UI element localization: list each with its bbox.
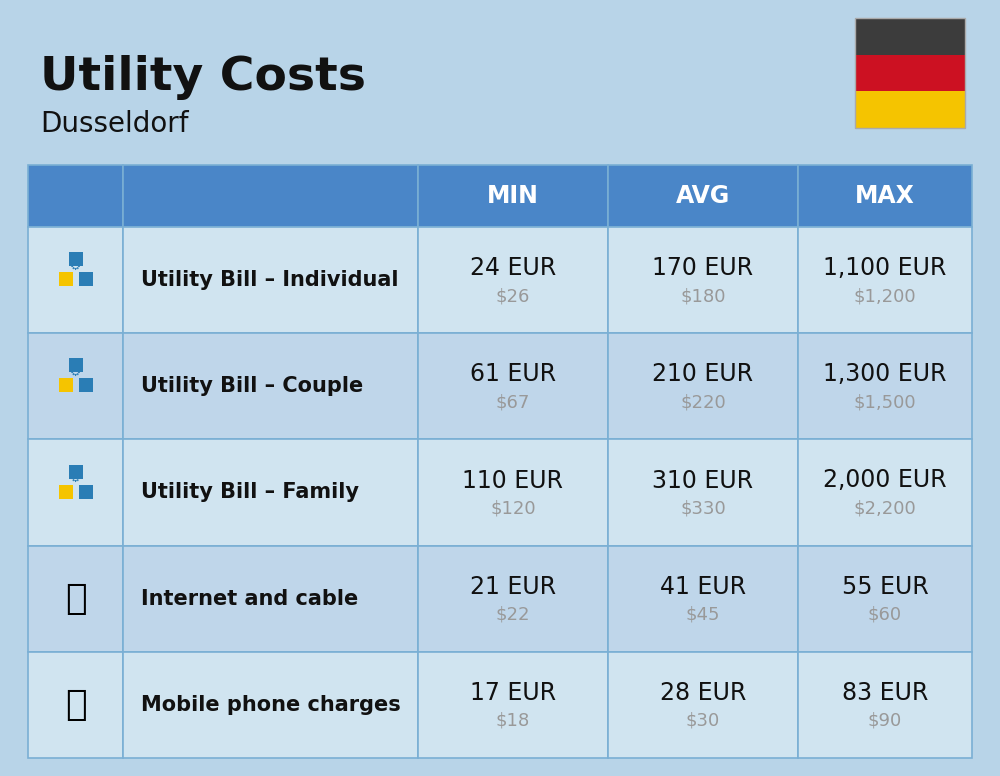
Bar <box>28 227 123 333</box>
Bar <box>68 465 82 479</box>
Bar <box>798 165 972 227</box>
Bar <box>608 333 798 439</box>
Bar <box>123 439 418 546</box>
Text: 24 EUR: 24 EUR <box>470 256 556 280</box>
Bar <box>28 165 123 227</box>
Text: $180: $180 <box>680 287 726 305</box>
Text: 📶: 📶 <box>65 582 86 615</box>
Bar <box>68 252 82 266</box>
Bar <box>855 92 965 128</box>
Text: 310 EUR: 310 EUR <box>652 469 754 493</box>
Bar <box>123 652 418 758</box>
Text: Internet and cable: Internet and cable <box>141 589 358 608</box>
Text: Utility Bill – Individual: Utility Bill – Individual <box>141 270 398 290</box>
Text: 📱: 📱 <box>65 688 86 722</box>
Text: ⚙: ⚙ <box>70 260 81 272</box>
Bar <box>58 484 72 498</box>
Bar <box>68 359 82 372</box>
Text: $26: $26 <box>496 287 530 305</box>
Text: 17 EUR: 17 EUR <box>470 681 556 705</box>
Text: ⚙: ⚙ <box>70 365 81 379</box>
Bar <box>798 227 972 333</box>
Bar <box>123 546 418 652</box>
Bar <box>78 272 92 286</box>
Bar <box>58 379 72 393</box>
Bar <box>608 652 798 758</box>
Bar <box>418 227 608 333</box>
Bar <box>798 439 972 546</box>
Text: 2,000 EUR: 2,000 EUR <box>823 469 947 493</box>
Text: MAX: MAX <box>855 184 915 208</box>
Bar <box>855 54 965 92</box>
Bar <box>608 165 798 227</box>
Bar <box>123 227 418 333</box>
Bar <box>58 272 72 286</box>
Text: $330: $330 <box>680 500 726 518</box>
Text: ⚙: ⚙ <box>70 472 81 485</box>
Bar <box>855 18 965 54</box>
Text: $18: $18 <box>496 712 530 730</box>
Text: Utility Costs: Utility Costs <box>40 55 366 100</box>
Text: $90: $90 <box>868 712 902 730</box>
Text: $1,200: $1,200 <box>854 287 916 305</box>
Text: Utility Bill – Couple: Utility Bill – Couple <box>141 376 363 397</box>
Text: $2,200: $2,200 <box>854 500 916 518</box>
Text: $60: $60 <box>868 606 902 624</box>
Bar <box>608 546 798 652</box>
Bar <box>28 652 123 758</box>
Text: $1,500: $1,500 <box>854 393 916 411</box>
Bar <box>78 379 92 393</box>
Text: $220: $220 <box>680 393 726 411</box>
Text: 1,100 EUR: 1,100 EUR <box>823 256 947 280</box>
Text: 170 EUR: 170 EUR <box>652 256 754 280</box>
Bar <box>608 439 798 546</box>
Text: $45: $45 <box>686 606 720 624</box>
Bar <box>798 546 972 652</box>
Text: 55 EUR: 55 EUR <box>842 575 928 599</box>
Text: 61 EUR: 61 EUR <box>470 362 556 386</box>
Text: $22: $22 <box>496 606 530 624</box>
Text: 41 EUR: 41 EUR <box>660 575 746 599</box>
Text: 83 EUR: 83 EUR <box>842 681 928 705</box>
Text: 110 EUR: 110 EUR <box>462 469 564 493</box>
Text: Mobile phone charges: Mobile phone charges <box>141 695 401 715</box>
Text: Dusseldorf: Dusseldorf <box>40 110 188 138</box>
Bar <box>855 18 965 128</box>
Bar <box>123 165 418 227</box>
Bar <box>123 333 418 439</box>
Bar <box>418 333 608 439</box>
Text: $67: $67 <box>496 393 530 411</box>
Bar <box>28 333 123 439</box>
Bar <box>78 484 92 498</box>
Text: 21 EUR: 21 EUR <box>470 575 556 599</box>
Bar <box>418 652 608 758</box>
Bar <box>798 333 972 439</box>
Bar <box>418 165 608 227</box>
Bar <box>418 439 608 546</box>
Text: 1,300 EUR: 1,300 EUR <box>823 362 947 386</box>
Bar <box>28 439 123 546</box>
Text: $30: $30 <box>686 712 720 730</box>
Text: Utility Bill – Family: Utility Bill – Family <box>141 483 359 503</box>
Text: 28 EUR: 28 EUR <box>660 681 746 705</box>
Text: $120: $120 <box>490 500 536 518</box>
Bar <box>418 546 608 652</box>
Bar <box>798 652 972 758</box>
Text: 210 EUR: 210 EUR <box>652 362 754 386</box>
Text: MIN: MIN <box>487 184 539 208</box>
Text: AVG: AVG <box>676 184 730 208</box>
Bar <box>608 227 798 333</box>
Bar <box>28 546 123 652</box>
